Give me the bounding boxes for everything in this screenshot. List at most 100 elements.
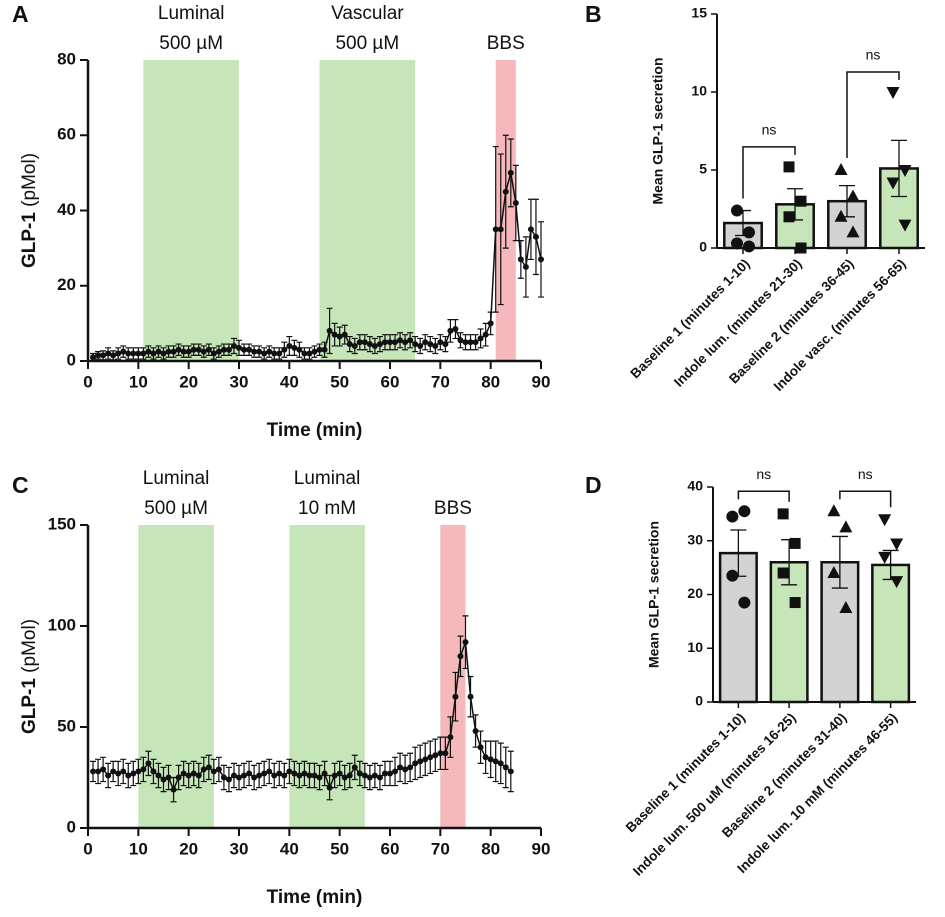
data-point [150, 350, 157, 357]
data-point [376, 341, 383, 348]
data-point [220, 346, 227, 353]
band-label: Vascular [331, 3, 404, 24]
data-point [482, 331, 489, 338]
data-point [743, 226, 755, 239]
data-point [236, 774, 242, 781]
band-label: Luminal [294, 468, 361, 489]
y-tick-label: 10 [687, 639, 703, 655]
y-axis-label: Mean GLP-1 secretion [650, 57, 666, 204]
data-point [477, 744, 484, 751]
data-point [321, 770, 328, 777]
band-label: BBS [434, 498, 472, 519]
data-point [392, 768, 399, 775]
data-point [301, 350, 308, 357]
x-tick-label: 80 [481, 839, 500, 858]
x-tick-label: 10 [129, 372, 148, 391]
data-point [432, 342, 439, 349]
data-point [472, 728, 479, 735]
data-point [200, 766, 207, 773]
data-point [834, 209, 848, 222]
data-point [487, 756, 494, 763]
data-point [331, 331, 338, 338]
data-point [195, 346, 202, 353]
data-point [839, 520, 853, 533]
significance-label: ns [756, 466, 771, 482]
data-point [311, 772, 318, 779]
data-point [311, 348, 318, 355]
data-point [846, 225, 860, 238]
data-point [502, 188, 509, 195]
y-axis-label-bold: GLP-1 [19, 212, 40, 268]
y-axis-label: GLP-1 (pMol) [19, 619, 40, 734]
x-axis-label: Time (min) [267, 420, 363, 441]
data-point [898, 219, 912, 232]
x-tick-label: 40 [280, 839, 299, 858]
data-point [230, 772, 237, 779]
data-point [777, 567, 789, 579]
data-point [225, 776, 232, 783]
data-point [326, 327, 333, 334]
data-point [538, 256, 544, 263]
y-tick-label: 60 [57, 125, 76, 144]
data-point [120, 768, 127, 775]
data-point [306, 350, 313, 357]
data-point [316, 346, 323, 353]
y-tick-label: 20 [687, 585, 703, 601]
x-tick-label: 0 [83, 839, 92, 858]
data-point [286, 768, 293, 775]
data-point [890, 538, 904, 551]
data-point [341, 774, 348, 781]
data-point [886, 87, 900, 99]
y-tick-label: 40 [57, 200, 76, 219]
x-tick-label: 40 [280, 372, 299, 391]
data-point [462, 339, 469, 346]
data-point [336, 770, 343, 777]
data-point [407, 337, 414, 344]
data-point [190, 346, 197, 353]
data-point [351, 764, 358, 771]
data-point [125, 350, 132, 357]
data-point [492, 226, 499, 233]
data-point [417, 758, 424, 765]
data-point [366, 774, 373, 781]
error-bar [730, 529, 747, 577]
error-bar [891, 139, 907, 198]
data-point [392, 339, 399, 346]
significance-label: ns [762, 122, 777, 138]
data-point [205, 346, 212, 353]
data-point [246, 346, 253, 353]
data-point [301, 770, 308, 777]
data-point [296, 346, 303, 353]
data-point [726, 510, 739, 523]
data-point [346, 772, 353, 779]
x-tick-label: 90 [532, 839, 551, 858]
error-bar [735, 209, 751, 237]
data-point [898, 165, 912, 177]
data-point [135, 768, 142, 775]
treatment-band [319, 60, 416, 361]
data-point [160, 776, 167, 783]
data-point [170, 348, 177, 355]
data-point [371, 772, 378, 779]
x-tick-label: 30 [230, 372, 249, 391]
data-point [281, 346, 288, 353]
error-bar [787, 188, 803, 221]
data-point [276, 770, 283, 777]
data-point [437, 339, 444, 346]
data-point [220, 774, 227, 781]
data-point [306, 772, 313, 779]
treatment-band [143, 60, 239, 361]
data-point [447, 327, 454, 334]
data-point [225, 346, 232, 353]
data-point [261, 350, 268, 357]
data-point [497, 760, 504, 767]
data-point [165, 348, 172, 355]
data-point [135, 350, 142, 357]
data-point [200, 348, 207, 355]
significance-label: ns [866, 47, 881, 63]
data-point [326, 784, 333, 791]
data-point [256, 772, 263, 779]
data-point [346, 341, 353, 348]
significance-bracket [742, 146, 796, 199]
data-point [185, 348, 192, 355]
